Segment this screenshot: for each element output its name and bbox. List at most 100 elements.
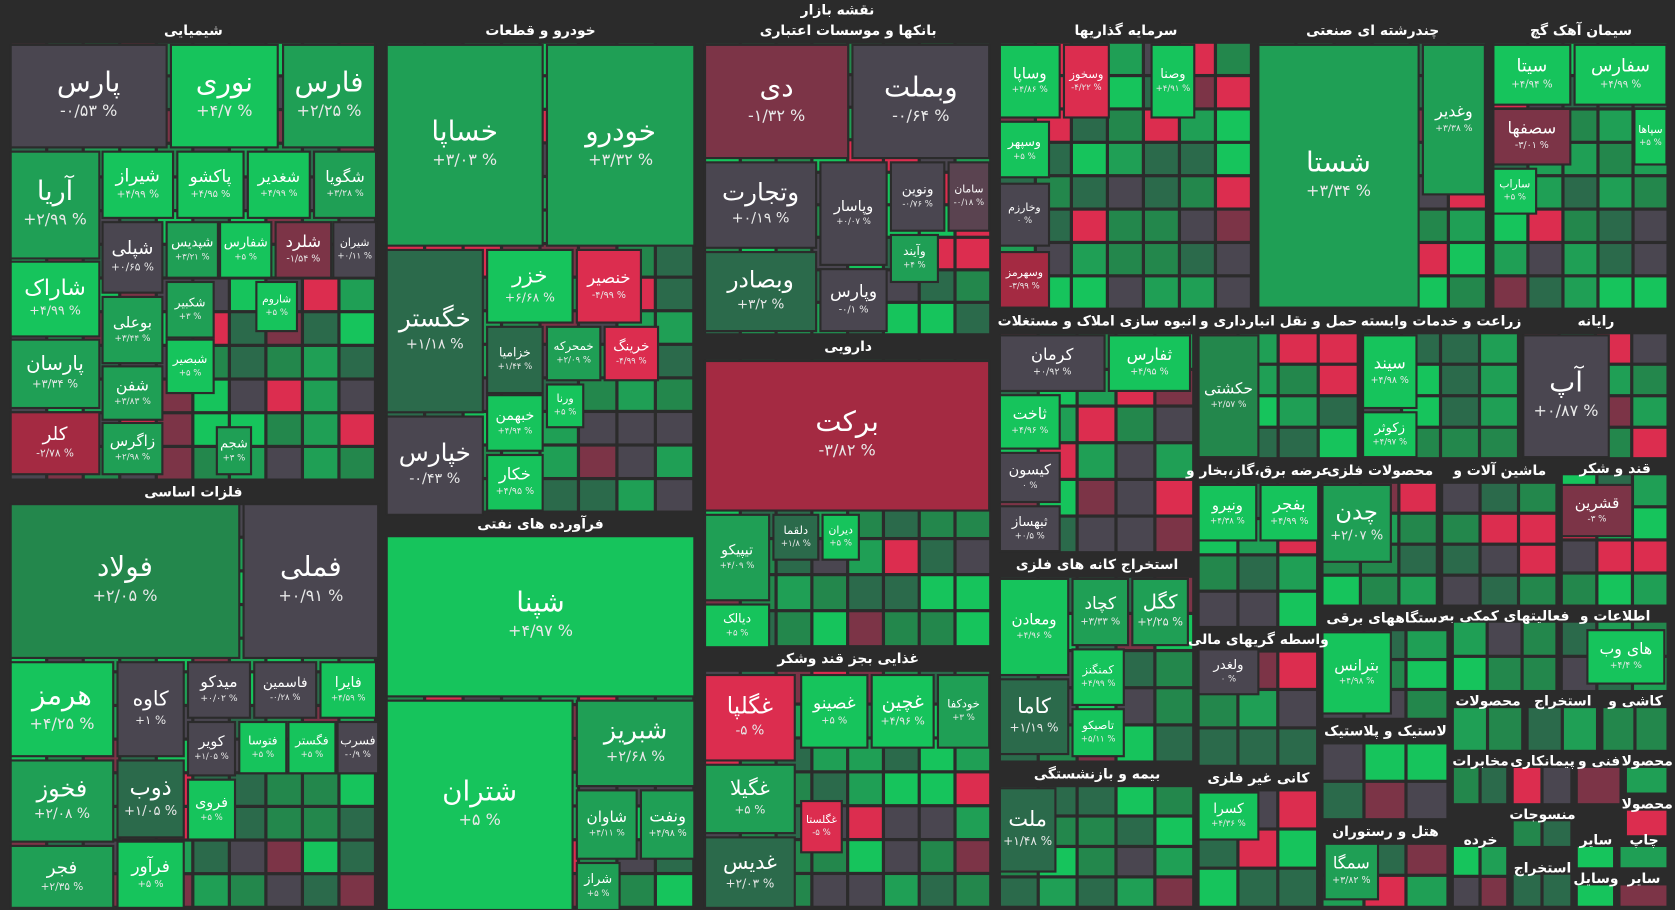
stock-tile[interactable]: شراز +۵ % — [575, 861, 621, 910]
stock-tile[interactable]: هرمز +۴/۲۵ % — [9, 661, 115, 758]
stock-tile[interactable]: کاما +۱/۱۹ % — [998, 678, 1070, 756]
stock-tile[interactable]: خزامیا+۱/۴۴ % — [486, 325, 544, 395]
stock-tile[interactable]: فملی +۰/۹۱ % — [242, 503, 380, 660]
stock-tile[interactable]: فجر +۲/۳۵ % — [9, 844, 115, 909]
stock-tile[interactable]: وسخوز-۴/۲۲ % — [1062, 43, 1110, 119]
stock-tile[interactable]: فسرب -۰/۹ % — [336, 720, 380, 775]
stock-tile[interactable]: شاوان +۴/۱۱ % — [575, 789, 638, 860]
stock-tile[interactable]: دلقما +۱/۸ % — [772, 513, 820, 561]
stock-tile[interactable]: غگیلا +۵ % — [703, 763, 796, 835]
stock-tile[interactable]: ثفارس +۴/۹۵ % — [1107, 334, 1192, 392]
stock-tile[interactable]: وبصادر +۳/۲ % — [703, 250, 818, 333]
stock-tile[interactable]: سیند +۴/۹۸ % — [1362, 334, 1418, 410]
stock-tile[interactable]: شپدیس +۳/۲۱ % — [165, 221, 219, 279]
stock-tile[interactable]: دی -۱/۳۲ % — [703, 43, 850, 160]
stock-tile[interactable]: شبصیر+۵ % — [165, 338, 215, 395]
stock-tile[interactable]: خنصیر -۴/۹۹ % — [575, 248, 643, 324]
stock-tile[interactable]: پارس -۰/۵۳ % — [9, 43, 168, 149]
stock-tile[interactable]: وتجارت +۰/۱۹ % — [703, 161, 818, 249]
stock-tile[interactable]: خساپا +۳/۰۳ % — [385, 43, 544, 247]
stock-tile[interactable]: سصفها-۳/۰۱ % — [1492, 107, 1572, 166]
stock-tile[interactable]: شتران +۵ % — [385, 699, 574, 910]
stock-tile[interactable]: غچین +۴/۹۶ % — [870, 673, 935, 749]
stock-tile[interactable]: کرمان +۰/۹۲ % — [998, 334, 1106, 392]
stock-tile[interactable]: دیران +۵ % — [821, 513, 860, 561]
stock-tile[interactable]: برکت -۳/۸۲ % — [703, 359, 991, 512]
stock-tile[interactable]: ورنا +۵ % — [545, 383, 585, 429]
stock-tile[interactable]: ولغدر ۰ % — [1197, 648, 1260, 696]
stock-tile[interactable]: فارس +۲/۲۵ % — [282, 43, 377, 149]
stock-tile[interactable]: خودرو +۳/۳۲ % — [545, 43, 696, 247]
stock-tile[interactable]: خکار+۴/۹۵ % — [486, 453, 544, 512]
stock-tile[interactable]: وساپا+۴/۸۶ % — [998, 43, 1061, 119]
stock-tile[interactable]: ثاخت +۴/۹۶ % — [998, 394, 1061, 450]
stock-tile[interactable]: فایرا +۴/۵۹ % — [319, 661, 378, 719]
stock-tile[interactable]: شلرد-۱/۵۴ % — [274, 221, 333, 279]
stock-tile[interactable]: شپلی +۰/۶۵ % — [101, 221, 164, 294]
stock-tile[interactable]: غصینو +۵ % — [800, 673, 869, 749]
stock-tile[interactable]: تیپیکو +۴/۰۹ % — [703, 513, 771, 602]
stock-tile[interactable]: سامان -۰/۱۸ % — [947, 161, 991, 232]
stock-tile[interactable]: خودکفا+۳ % — [936, 673, 991, 749]
stock-tile[interactable]: شیران +۰/۱۱ % — [332, 221, 378, 279]
stock-tile[interactable]: خزر+۶/۶۸ % — [486, 248, 574, 324]
stock-tile[interactable]: وپاسار +۰/۰۷ % — [819, 161, 888, 266]
stock-tile[interactable]: کگل +۲/۲۵ % — [1131, 577, 1189, 647]
stock-tile[interactable]: کمنگنز +۴/۹۹ % — [1071, 648, 1125, 706]
stock-tile[interactable]: شبریز +۲/۶۸ % — [575, 699, 696, 788]
stock-tile[interactable]: ونفت+۴/۹۸ % — [639, 789, 696, 860]
stock-tile[interactable]: پارسان +۳/۳۴ % — [9, 338, 101, 410]
stock-tile[interactable]: ساراب +۵ % — [1492, 167, 1538, 215]
stock-tile[interactable]: تاصیکو+۵/۱۱ % — [1071, 708, 1125, 758]
stock-tile[interactable]: سمگا +۳/۸۲ % — [1323, 842, 1380, 901]
stock-tile[interactable]: ونوین -۰/۷۶ % — [889, 161, 946, 232]
stock-tile[interactable]: وسپهر +۵ % — [998, 120, 1051, 179]
stock-tile[interactable]: چدن +۲/۰۷ % — [1321, 483, 1392, 563]
stock-tile[interactable]: های وب +۴/۴ % — [1586, 629, 1666, 685]
stock-tile[interactable]: وپارس -۰/۱ % — [819, 268, 888, 333]
stock-tile[interactable]: ومعادن +۴/۹۶ % — [998, 577, 1070, 677]
stock-tile[interactable]: شفارس +۵ % — [218, 221, 273, 279]
stock-tile[interactable]: فولاد +۲/۰۵ % — [9, 503, 241, 660]
stock-tile[interactable]: شفن +۳/۸۳ % — [101, 365, 164, 421]
stock-tile[interactable]: شگویا+۳/۲۸ % — [312, 150, 378, 219]
stock-tile[interactable]: شستا +۳/۳۴ % — [1257, 43, 1420, 309]
stock-tile[interactable]: آپ +۰/۸۷ % — [1522, 334, 1610, 459]
stock-tile[interactable]: وسهرمز -۳/۹۹ % — [998, 250, 1051, 309]
stock-tile[interactable]: خمحرکه +۲/۰۹ % — [545, 325, 602, 382]
stock-tile[interactable]: شیراز +۴/۹۹ % — [101, 150, 175, 219]
stock-tile[interactable]: خپارس -۰/۴۳ % — [385, 415, 484, 516]
stock-tile[interactable]: خبهمن +۴/۹۴ % — [486, 394, 544, 452]
stock-tile[interactable]: کسرا +۴/۳۶ % — [1197, 791, 1260, 841]
stock-tile[interactable]: شکبیر +۳ % — [165, 280, 215, 339]
stock-tile[interactable]: شپنا +۴/۹۷ % — [385, 535, 696, 698]
stock-tile[interactable]: غگلپا -۵ % — [703, 673, 796, 762]
stock-tile[interactable]: سفارس +۴/۹۹ % — [1573, 43, 1668, 106]
stock-tile[interactable]: میدکو+۰/۰۲ % — [186, 661, 252, 719]
stock-tile[interactable]: شاراک +۴/۹۹ % — [9, 260, 101, 338]
stock-tile[interactable]: فرآور +۵ % — [116, 840, 185, 909]
stock-tile[interactable]: کلر -۲/۷۸ % — [9, 411, 101, 476]
stock-tile[interactable]: فخوز +۲/۰۸ % — [9, 759, 115, 843]
stock-tile[interactable]: حکشتی +۲/۵۷ % — [1197, 334, 1260, 459]
stock-tile[interactable]: فروی +۵ % — [186, 778, 237, 841]
stock-tile[interactable]: غدیس +۲/۰۳ % — [703, 836, 796, 909]
stock-tile[interactable]: وخارزم ۰ % — [998, 182, 1051, 247]
stock-tile[interactable]: آریا +۲/۹۹ % — [9, 150, 101, 260]
stock-tile[interactable]: وبملت -۰/۶۴ % — [851, 43, 991, 160]
stock-tile[interactable]: نوری +۴/۷ % — [169, 43, 279, 149]
stock-tile[interactable]: شاروم +۵ % — [255, 280, 299, 333]
stock-tile[interactable]: ونیرو +۴/۳۸ % — [1197, 483, 1258, 542]
stock-tile[interactable]: ملت +۱/۴۸ % — [998, 787, 1057, 873]
stock-tile[interactable]: ذوب +۱/۰۵ % — [116, 759, 185, 839]
stock-tile[interactable]: فگستر +۵ % — [287, 720, 337, 775]
stock-tile[interactable]: قشرین -۳ % — [1560, 483, 1634, 538]
stock-tile[interactable]: کچاد +۳/۳۳ % — [1071, 577, 1130, 647]
stock-tile[interactable]: غگلستا -۵ % — [800, 799, 843, 854]
stock-tile[interactable]: وآیند +۴ % — [889, 233, 939, 284]
stock-tile[interactable]: بترانس +۴/۹۸ % — [1321, 631, 1392, 715]
stock-tile[interactable]: فتوسا +۵ % — [238, 720, 288, 775]
stock-tile[interactable]: فاسمین -۰/۲۸ % — [253, 661, 318, 719]
stock-tile[interactable]: وغدیر+۳/۳۸ % — [1421, 43, 1486, 196]
stock-tile[interactable]: شغدیر+۴/۹۹ % — [246, 150, 311, 219]
